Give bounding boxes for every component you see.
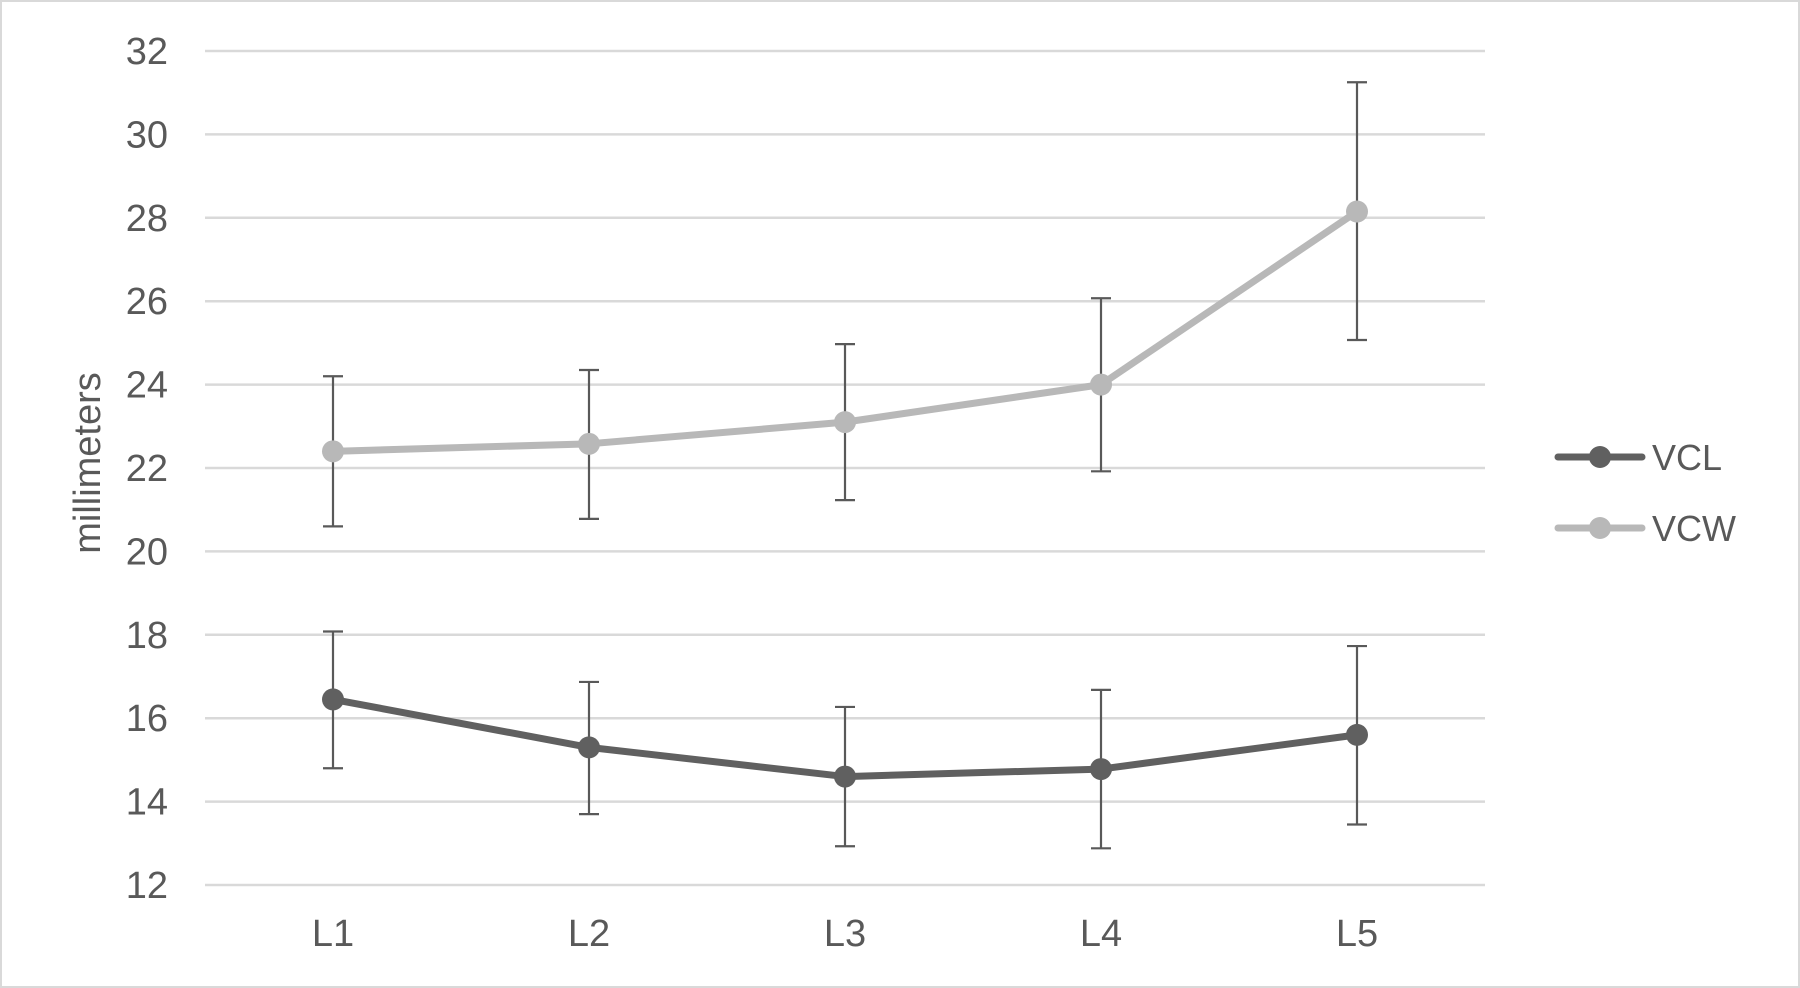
x-tick-label: L5 [1336,913,1378,955]
data-point-vcl [578,736,600,759]
legend-marker [1589,446,1611,468]
y-tick-label: 22 [126,448,168,490]
data-point-vcw [578,432,600,455]
legend-label: VCL [1652,437,1722,478]
x-tick-label: L4 [1080,913,1122,955]
y-tick-label: 12 [126,865,168,907]
data-point-vcl [1346,723,1368,746]
legend: VCL VCW [1554,437,1736,549]
y-tick-label: 20 [126,531,168,573]
x-tick-label: L1 [312,913,354,955]
data-point-vcw [1346,200,1368,223]
data-point-vcl [322,688,344,711]
data-point-vcl [834,765,856,788]
x-axis-tick-labels: L1 L2 L3 L4 L5 [312,913,1378,955]
data-point-vcw [322,440,344,463]
data-points [322,200,1368,788]
y-tick-label: 18 [126,615,168,657]
legend-item-vcw: VCW [1554,508,1736,549]
y-tick-label: 14 [126,782,168,824]
error-bars [323,81,1367,850]
legend-label: VCW [1652,508,1736,549]
gridlines [205,49,1485,887]
legend-marker [1589,517,1611,539]
x-tick-label: L3 [824,913,866,955]
y-tick-label: 32 [126,31,168,73]
y-tick-label: 30 [126,114,168,156]
y-tick-label: 26 [126,281,168,323]
data-point-vcw [1090,373,1112,396]
legend-item-vcl: VCL [1554,437,1722,478]
y-axis-tick-labels: 12 14 16 18 20 22 24 26 28 30 32 [126,31,168,907]
x-tick-label: L2 [568,913,610,955]
y-tick-label: 16 [126,698,168,740]
y-tick-label: 24 [126,365,168,407]
y-axis-title: millimeters [67,372,109,554]
data-point-vcw [834,411,856,434]
y-tick-label: 28 [126,198,168,240]
data-point-vcl [1090,758,1112,781]
